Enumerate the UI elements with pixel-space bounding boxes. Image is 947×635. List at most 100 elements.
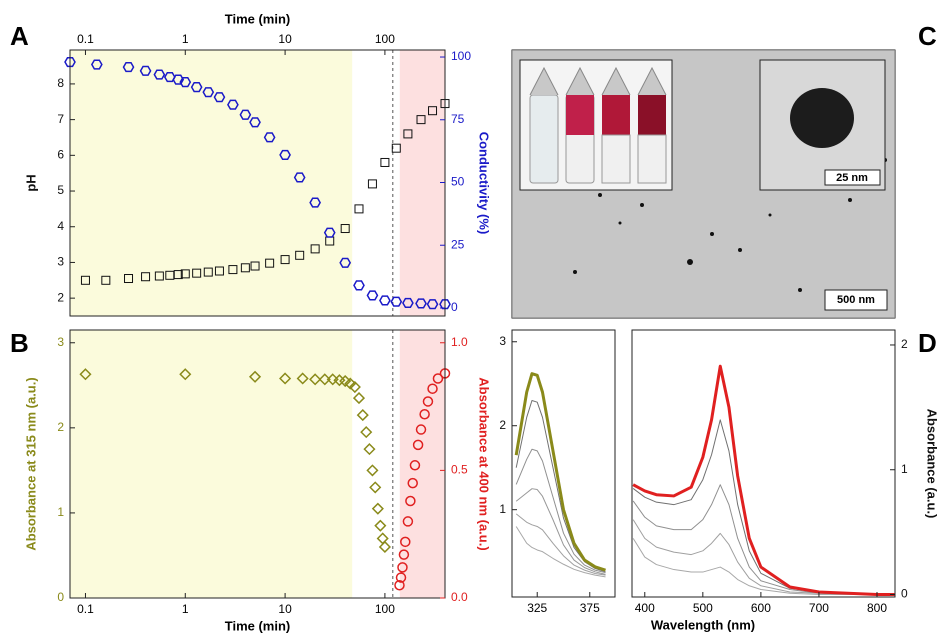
marker	[248, 370, 262, 383]
y-axis-label: Absorbance (a.u.)	[925, 409, 940, 519]
y-tick-label: 4	[57, 219, 64, 233]
spectrum-line	[515, 526, 606, 578]
y-tick-label: 3	[57, 335, 64, 349]
spectrum-line	[632, 519, 895, 596]
marker	[153, 69, 166, 80]
marker	[124, 274, 134, 284]
marker	[249, 117, 261, 128]
panel-label: B	[10, 328, 29, 358]
marker	[395, 572, 407, 583]
y-tick-label: 2	[901, 337, 908, 351]
marker	[391, 143, 401, 153]
marker	[318, 373, 331, 386]
y2-tick-label: 25	[451, 237, 465, 251]
marker	[280, 255, 290, 265]
x-tick-label: 100	[375, 602, 395, 616]
marker	[367, 179, 377, 189]
y2-tick-label: 50	[451, 175, 465, 189]
marker	[415, 424, 427, 435]
spectrum-line	[632, 484, 895, 596]
marker	[323, 227, 336, 238]
marker	[228, 265, 238, 275]
x-tick-label: 700	[809, 601, 829, 615]
scale-bar-label: 500 nm	[837, 294, 875, 306]
y-tick-label: 1	[901, 462, 908, 476]
marker	[214, 266, 224, 276]
y-tick-label: 7	[57, 112, 64, 126]
y-tick-label: 2	[499, 418, 506, 432]
marker	[179, 368, 192, 381]
y2-tick-label: 1.0	[451, 335, 468, 349]
marker	[409, 460, 421, 471]
x-tick-label: 600	[751, 601, 771, 615]
panel-label: C	[918, 21, 937, 51]
marker	[379, 295, 391, 306]
y-tick-label: 0	[57, 590, 64, 604]
y2-tick-label: 100	[451, 49, 471, 63]
marker	[309, 197, 322, 208]
marker	[250, 261, 260, 271]
y2-tick-label: 75	[451, 112, 465, 126]
plot-frame	[631, 329, 896, 598]
marker	[179, 77, 192, 88]
marker	[227, 99, 239, 110]
marker	[380, 157, 390, 167]
y2-tick-label: 0	[451, 300, 458, 314]
x-tick-label: 100	[375, 32, 395, 46]
x-tick-label: 400	[635, 601, 655, 615]
x-axis-label: Wavelength (nm)	[651, 617, 755, 632]
y2-tick-label: 0.5	[451, 463, 468, 477]
y-tick-label: 0	[901, 587, 908, 601]
spectrum-line	[514, 372, 606, 572]
marker	[415, 298, 427, 309]
marker	[354, 204, 364, 214]
marker	[398, 549, 410, 560]
marker	[422, 396, 434, 407]
marker	[419, 408, 430, 420]
marker	[356, 409, 369, 422]
marker	[239, 109, 252, 120]
spectrum-line	[515, 513, 606, 576]
x-tick-label: 800	[867, 601, 887, 615]
marker	[412, 439, 424, 451]
marker	[400, 536, 411, 548]
marker	[366, 464, 379, 477]
marker	[360, 426, 373, 439]
y2-axis-label: Absorbance at 400 nm (a.u.)	[477, 377, 492, 550]
y-axis-label: pH	[23, 174, 38, 191]
scale-bar-label: 25 nm	[836, 172, 868, 184]
marker	[374, 519, 387, 532]
spectrum-line	[632, 364, 895, 597]
panel-label: D	[918, 328, 937, 358]
marker	[432, 373, 444, 384]
marker	[295, 250, 305, 260]
marker	[265, 258, 275, 268]
marker	[173, 270, 183, 280]
y-tick-label: 2	[57, 290, 64, 304]
marker	[363, 443, 376, 456]
marker	[122, 61, 135, 73]
marker	[366, 290, 379, 301]
marker	[213, 92, 226, 103]
marker	[428, 106, 438, 116]
shaded-region	[70, 50, 353, 316]
marker	[402, 516, 414, 527]
marker	[263, 132, 276, 143]
marker	[394, 579, 405, 591]
marker	[369, 481, 382, 494]
y2-axis-label: Conductivity (%)	[477, 132, 492, 235]
shaded-region	[70, 330, 353, 598]
y-tick-label: 5	[57, 183, 64, 197]
spectrum-line	[515, 448, 606, 574]
marker	[416, 115, 426, 125]
marker	[352, 392, 366, 405]
y-tick-label: 3	[57, 255, 64, 269]
marker	[390, 296, 403, 307]
panel-label: A	[10, 21, 29, 51]
marker	[79, 368, 92, 381]
marker	[309, 373, 322, 386]
marker	[279, 149, 291, 160]
y-tick-label: 1	[499, 502, 506, 516]
plot-frame	[511, 329, 616, 598]
